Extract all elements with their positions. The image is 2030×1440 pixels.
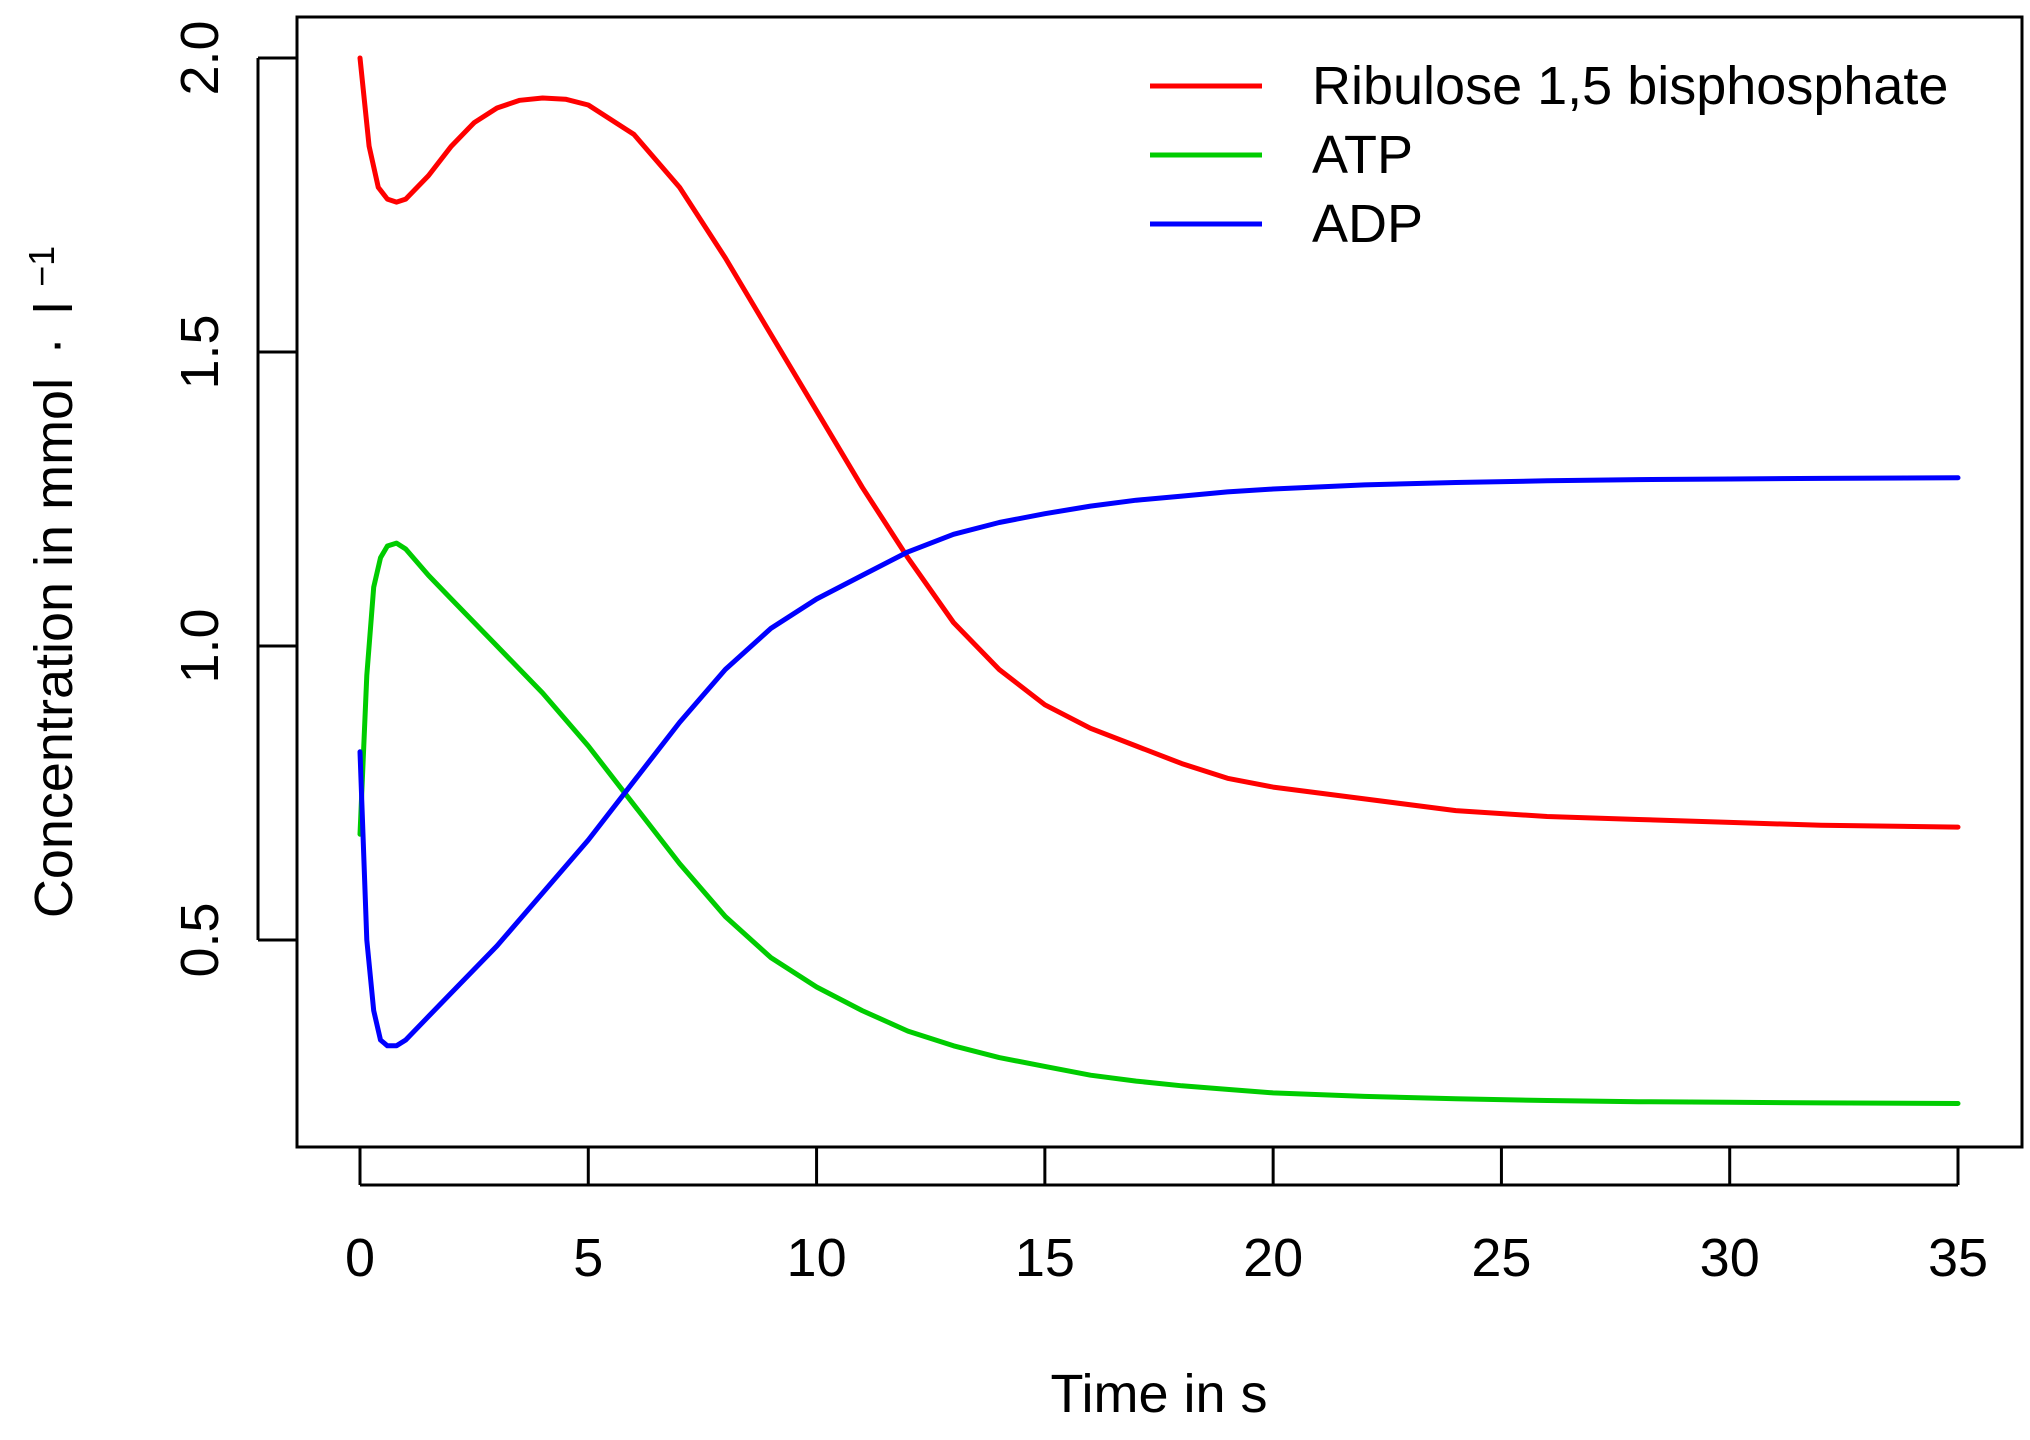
x-tick-label: 20 <box>1243 1228 1303 1288</box>
y-axis: 0.5 1.0 1.5 2.0 <box>170 20 297 978</box>
series-group <box>357 55 1961 1106</box>
y-tick-label: 0.5 <box>170 902 230 977</box>
plot-frame <box>295 15 2024 1149</box>
y-axis-title-dot: · <box>24 337 84 355</box>
x-axis-title: Time in s <box>1050 1364 1267 1424</box>
series-line-2 <box>357 540 1961 1106</box>
y-axis-title: Concentration in mmol · l −1 <box>21 246 84 918</box>
y-tick-label: 2.0 <box>170 20 230 95</box>
legend-label: Ribulose 1,5 bisphosphate <box>1312 56 1948 116</box>
x-tick-label: 0 <box>345 1228 375 1288</box>
plot-frame-group <box>295 15 2024 1149</box>
y-axis-title-unit: l <box>24 302 84 314</box>
series-line-1 <box>357 55 1961 830</box>
x-tick-label: 25 <box>1471 1228 1531 1288</box>
x-tick-label: 15 <box>1015 1228 1075 1288</box>
x-tick-label: 10 <box>787 1228 847 1288</box>
series-line-3 <box>357 475 1961 1049</box>
x-tick-label: 5 <box>573 1228 603 1288</box>
x-tick-label: 35 <box>1928 1228 1988 1288</box>
legend-label: ADP <box>1312 194 1423 254</box>
legend: Ribulose 1,5 bisphosphate ATP ADP <box>1150 56 1948 254</box>
x-axis: 0 5 10 15 20 25 30 35 <box>345 1147 1988 1288</box>
y-tick-label: 1.0 <box>170 608 230 683</box>
legend-label: ATP <box>1312 125 1413 185</box>
y-axis-title-main: Concentration in mmol <box>24 378 84 918</box>
y-axis-title-exponent: −1 <box>21 246 62 287</box>
x-tick-label: 30 <box>1700 1228 1760 1288</box>
y-tick-label: 1.5 <box>170 314 230 389</box>
